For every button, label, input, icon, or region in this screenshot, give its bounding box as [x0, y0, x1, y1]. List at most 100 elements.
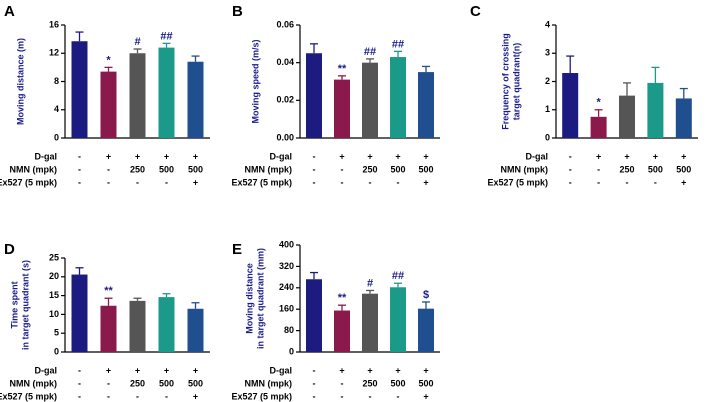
significance-mark: ## [392, 38, 404, 50]
treatment-value: 500 [390, 164, 405, 174]
bar [100, 71, 117, 138]
error-bar [422, 65, 430, 73]
treatment-value: + [135, 365, 140, 375]
significance-mark: ** [104, 285, 113, 297]
bar [129, 300, 146, 352]
y-tick-label: 4 [54, 104, 59, 114]
y-tick-label: 10 [49, 309, 59, 319]
error-bar [338, 75, 346, 80]
treatment-label: Ex527 (5 mpk) [487, 177, 548, 187]
treatment-value: - [78, 365, 81, 375]
treatment-value: - [107, 378, 110, 388]
treatment-value: - [107, 391, 110, 401]
y-tick-label: 320 [279, 261, 294, 271]
bar [418, 72, 434, 138]
y-tick-label: 1 [545, 104, 550, 114]
error-bar [310, 271, 318, 280]
treatment-value: - [341, 378, 344, 388]
treatment-label: NMN (mpk) [10, 164, 58, 174]
treatment-value: + [339, 365, 344, 375]
treatment-value: - [136, 391, 139, 401]
bar [675, 98, 692, 138]
treatment-label: NMN (mpk) [10, 378, 58, 388]
significance-mark: # [134, 36, 140, 48]
y-tick-label: 15 [49, 290, 59, 300]
treatment-value: + [135, 151, 140, 161]
y-tick-label: 0 [54, 346, 59, 356]
treatment-value: - [597, 164, 600, 174]
error-bar [133, 297, 142, 301]
treatment-value: + [681, 151, 686, 161]
y-tick-label: 25 [49, 252, 59, 262]
treatment-value: - [78, 378, 81, 388]
treatment-value: - [569, 177, 572, 187]
treatment-value: + [423, 365, 428, 375]
y-tick-label: 2 [545, 76, 550, 86]
treatment-label: Ex527 (5 mpk) [231, 391, 292, 401]
error-bar [162, 293, 171, 298]
y-tick-label: 0.04 [276, 57, 294, 67]
treatment-value: 500 [159, 164, 174, 174]
treatment-value: - [78, 164, 81, 174]
treatment-value: - [369, 177, 372, 187]
y-tick-label: 0 [54, 132, 59, 142]
treatment-value: - [397, 391, 400, 401]
treatment-value: - [313, 365, 316, 375]
bar [71, 274, 88, 352]
error-bar [651, 66, 660, 83]
treatment-value: + [193, 177, 198, 187]
treatment-label: D-gal [270, 151, 293, 161]
treatment-value: - [78, 177, 81, 187]
significance-mark: # [367, 277, 373, 289]
treatment-value: 500 [159, 378, 174, 388]
bar [306, 53, 322, 138]
panel-label: E [232, 241, 242, 258]
significance-mark: * [596, 97, 601, 109]
treatment-value: 250 [619, 164, 634, 174]
treatment-label: Ex527 (5 mpk) [0, 391, 57, 401]
treatment-value: - [341, 391, 344, 401]
treatment-value: + [596, 151, 601, 161]
significance-mark: ## [392, 270, 404, 282]
treatment-value: - [136, 177, 139, 187]
treatment-value: - [165, 177, 168, 187]
y-axis-title: in target quadrant (s) [20, 260, 30, 350]
treatment-value: - [165, 391, 168, 401]
error-bar [366, 289, 374, 294]
treatment-value: 250 [130, 378, 145, 388]
treatment-value: - [341, 164, 344, 174]
y-tick-label: 3 [545, 48, 550, 58]
treatment-value: - [397, 177, 400, 187]
treatment-value: + [367, 151, 372, 161]
y-tick-label: 0 [289, 346, 294, 356]
treatment-value: 250 [130, 164, 145, 174]
y-axis-title: Moving distance (m) [15, 38, 25, 125]
treatment-value: + [164, 365, 169, 375]
error-bar [338, 304, 346, 311]
treatment-value: + [395, 365, 400, 375]
treatment-value: 500 [418, 378, 433, 388]
treatment-value: - [107, 164, 110, 174]
treatment-value: 500 [390, 378, 405, 388]
panel-label: B [232, 3, 243, 20]
error-bar [394, 50, 402, 58]
treatment-value: - [597, 177, 600, 187]
bar [334, 310, 350, 352]
error-bar [594, 109, 603, 117]
bar [390, 287, 406, 352]
bar [647, 82, 664, 138]
bar [418, 308, 434, 352]
y-axis-title: target quadrant(n) [511, 43, 521, 121]
bar [187, 61, 204, 138]
significance-mark: ## [364, 46, 376, 58]
treatment-value: 500 [188, 378, 203, 388]
error-bar [191, 302, 200, 309]
treatment-value: + [367, 365, 372, 375]
y-tick-label: 20 [49, 271, 59, 281]
panel-label: D [4, 241, 15, 258]
treatment-value: + [106, 365, 111, 375]
treatment-value: + [193, 151, 198, 161]
treatment-label: NMN (mpk) [245, 164, 293, 174]
error-bar [566, 55, 575, 74]
